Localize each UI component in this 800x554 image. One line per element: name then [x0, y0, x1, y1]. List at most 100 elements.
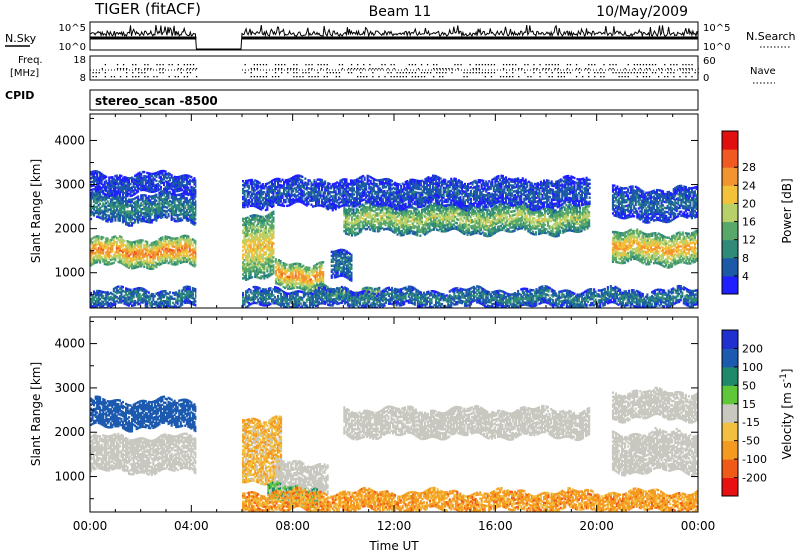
power-cell [480, 224, 483, 228]
freq-dot [515, 64, 517, 66]
power-cell [336, 259, 339, 262]
power-cell [132, 257, 135, 260]
freq-dot [685, 68, 687, 70]
power-cell [255, 274, 258, 277]
power-cell [166, 188, 169, 192]
power-cell [350, 222, 353, 225]
power-cell [193, 259, 196, 262]
power-cell [257, 228, 260, 232]
power-cell [319, 281, 322, 284]
power-cell [325, 285, 328, 288]
power-cell [475, 214, 478, 217]
power-cell [376, 287, 379, 290]
power-cell [486, 215, 489, 218]
power-cell [156, 202, 159, 205]
power-cell [242, 223, 245, 227]
power-cell [129, 257, 132, 260]
power-cell [182, 202, 185, 206]
power-cell [422, 208, 425, 211]
power-cell [504, 207, 507, 210]
power-cell [144, 185, 147, 188]
power-cell [245, 217, 248, 220]
nsky-trace-line [89, 24, 699, 50]
power-cell [363, 206, 366, 210]
power-cell [475, 229, 478, 233]
power-cell [175, 182, 178, 185]
power-cell [115, 209, 118, 212]
power-cell [401, 230, 404, 233]
power-cell [426, 211, 429, 214]
power-cell [258, 229, 261, 232]
power-cell [472, 208, 475, 211]
power-cell [108, 202, 111, 205]
power-cell [411, 214, 414, 217]
power-cell [106, 261, 109, 264]
power-cell [251, 226, 254, 229]
power-cell [460, 210, 463, 214]
power-cell [458, 223, 461, 227]
power-cell [190, 185, 193, 189]
power-cell [316, 280, 319, 284]
power-cell [355, 233, 358, 236]
power-cell [134, 262, 137, 265]
power-cell [419, 222, 422, 226]
power-cell [376, 214, 379, 217]
power-cell [393, 219, 396, 222]
power-cell [464, 225, 467, 228]
power-cell [94, 205, 97, 209]
power-cell [348, 258, 351, 262]
power-cell [457, 218, 460, 222]
power-cell [272, 210, 275, 213]
power-cell [105, 239, 108, 242]
power-cell [402, 211, 405, 215]
power-cell [93, 182, 96, 185]
power-cell [246, 260, 249, 263]
power-cell [354, 234, 357, 237]
power-cell [255, 230, 258, 233]
power-cell [258, 219, 261, 222]
power-cell [302, 270, 305, 273]
power-cell [126, 250, 129, 253]
power-cell [443, 208, 446, 211]
power-cell [370, 289, 373, 292]
power-cell [455, 206, 458, 209]
power-cell [164, 251, 167, 254]
power-cell [93, 212, 96, 215]
freq-dot [323, 64, 325, 66]
power-cell [100, 243, 103, 247]
power-cell [105, 193, 108, 196]
power-cell [132, 217, 135, 221]
power-cell [299, 271, 302, 274]
power-cell [102, 202, 105, 205]
power-cell [360, 220, 363, 223]
power-cell [354, 218, 357, 221]
power-cell [320, 267, 323, 270]
power-cell [158, 197, 161, 200]
power-cell [143, 188, 146, 192]
power-cell [346, 218, 349, 222]
power-cell [153, 198, 156, 201]
power-cell [248, 217, 251, 221]
power-cell [522, 221, 525, 224]
power-cell [164, 198, 167, 201]
power-cell [372, 205, 375, 209]
power-cell [257, 240, 260, 243]
power-cell [261, 247, 264, 250]
power-cell [246, 264, 249, 267]
power-cell [135, 212, 138, 215]
freq-dot [426, 72, 429, 74]
power-cell [191, 196, 194, 199]
power-cell [464, 217, 467, 220]
power-cell [279, 275, 282, 279]
power-cell [343, 208, 346, 211]
power-cell [284, 276, 287, 280]
power-cell [468, 223, 471, 227]
power-cell [395, 222, 398, 225]
power-cell [191, 208, 194, 211]
power-cell [159, 172, 162, 175]
power-cell [121, 195, 124, 198]
power-cell [108, 257, 111, 260]
power-cell [376, 206, 379, 209]
power-cell [106, 243, 109, 246]
power-cell [175, 263, 178, 266]
